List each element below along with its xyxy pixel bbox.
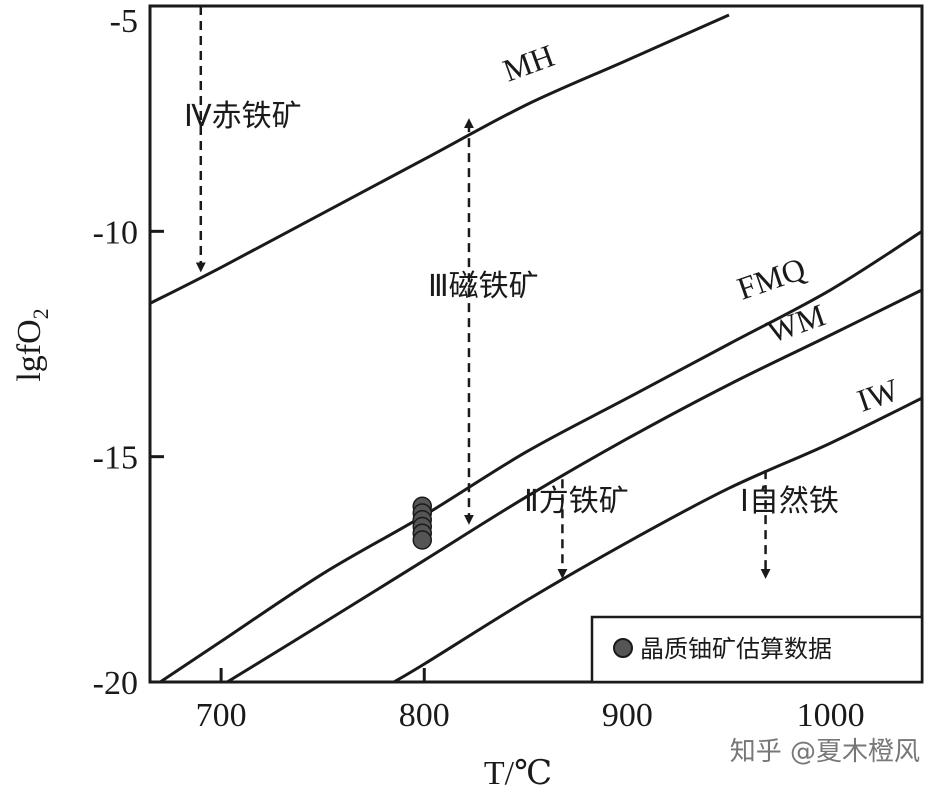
y-axis-title-sub: 2 bbox=[28, 308, 53, 319]
x-axis-title: T/℃ bbox=[484, 755, 552, 791]
y-tick-label: -5 bbox=[110, 3, 138, 40]
x-tick-label: 700 bbox=[196, 697, 247, 734]
curve-label-fmq: FMQ bbox=[733, 250, 810, 307]
y-tick-label: -15 bbox=[93, 440, 138, 477]
region-label-magnetite: Ⅲ磁铁矿 bbox=[428, 269, 539, 304]
legend: 晶质铀矿估算数据 bbox=[590, 615, 924, 684]
legend-box bbox=[590, 615, 924, 684]
x-tick-label: 900 bbox=[602, 697, 653, 734]
plot-frame bbox=[148, 4, 924, 684]
y-axis-title-main: lgfO bbox=[11, 319, 48, 381]
legend-marker bbox=[613, 638, 633, 658]
y-tick-label: -20 bbox=[93, 665, 138, 702]
y-ticks: -5 -10 -15 -20 bbox=[93, 3, 164, 702]
data-point bbox=[412, 530, 433, 550]
curve-fmq bbox=[159, 230, 922, 682]
x-tick-label: 800 bbox=[399, 697, 450, 734]
x-ticks: 700 800 900 1000 bbox=[196, 668, 865, 734]
region-label-native-iron: Ⅰ自然铁 bbox=[740, 484, 839, 519]
region-label-wustite: Ⅱ方铁矿 bbox=[524, 484, 629, 519]
watermark: 知乎 @夏木橙风 bbox=[730, 737, 920, 767]
region-label-hematite: Ⅳ赤铁矿 bbox=[184, 99, 302, 134]
legend-label: 晶质铀矿估算数据 bbox=[640, 635, 832, 663]
curve-label-mh: MH bbox=[498, 37, 559, 88]
field-arrows bbox=[195, 6, 771, 579]
x-tick-label: 1000 bbox=[797, 697, 865, 734]
curve-wm bbox=[226, 288, 922, 682]
y-axis-title: lgfO2 bbox=[11, 308, 53, 381]
curve-mh bbox=[150, 13, 730, 305]
y-tick-label: -10 bbox=[93, 214, 138, 251]
curve-lines bbox=[150, 13, 922, 682]
curve-iw bbox=[393, 396, 922, 682]
data-points bbox=[412, 496, 433, 550]
